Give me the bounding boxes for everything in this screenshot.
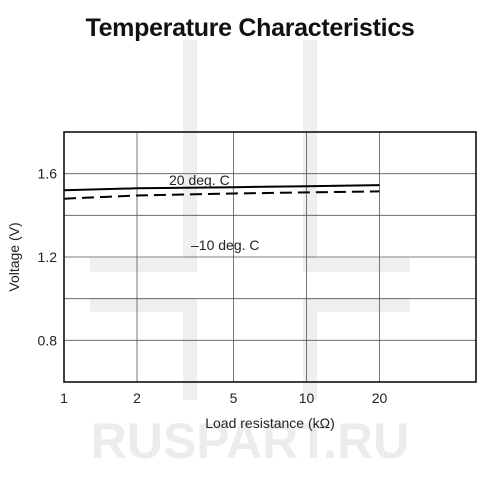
y-tick-label: 0.8	[38, 332, 58, 348]
series-label-minus10c: –10 deg. C	[191, 237, 260, 253]
chart-title: Temperature Characteristics	[85, 14, 415, 42]
watermark-logo	[90, 40, 410, 400]
y-axis-label: Voltage (V)	[6, 222, 22, 291]
watermark-text: RUSPART.RU	[91, 413, 410, 469]
x-tick-label: 5	[230, 390, 238, 406]
y-tick-label: 1.2	[38, 249, 58, 265]
plot-frame	[63, 131, 477, 383]
x-tick-label: 20	[372, 390, 388, 406]
x-axis-label: Load resistance (kΩ)	[205, 415, 335, 431]
series-label-20c: 20 deg. C	[169, 172, 230, 188]
x-tick-label: 10	[299, 390, 315, 406]
x-tick-label: 1	[60, 390, 68, 406]
grid	[63, 132, 476, 382]
series-line-1	[63, 190, 380, 200]
y-tick-label: 1.6	[38, 166, 58, 182]
tick-labels: 1 2 5 10 20 0.8 1.2 1.6	[38, 166, 388, 406]
x-tick-label: 2	[133, 390, 141, 406]
